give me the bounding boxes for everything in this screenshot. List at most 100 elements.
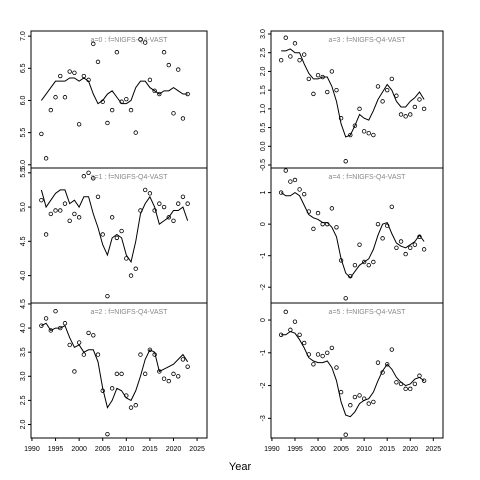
observation xyxy=(105,120,110,126)
observation xyxy=(157,91,162,97)
observation xyxy=(171,218,176,223)
y-tick-label: 1.0 xyxy=(260,104,267,114)
observation xyxy=(67,69,72,74)
observation xyxy=(43,156,49,161)
observation xyxy=(114,235,120,241)
y-tick-label: 2.0 xyxy=(20,420,27,430)
observation xyxy=(334,87,339,93)
observation xyxy=(408,112,413,117)
observation xyxy=(76,215,82,220)
observation xyxy=(142,187,148,193)
observation xyxy=(161,204,167,210)
observation xyxy=(288,54,293,59)
observation xyxy=(338,116,344,121)
fit-line xyxy=(41,322,189,409)
observation xyxy=(366,130,371,136)
observation xyxy=(185,201,190,206)
x-tick-label: 1990 xyxy=(264,446,280,453)
y-tick-label: 2.5 xyxy=(260,48,267,58)
observation xyxy=(114,371,120,377)
observation xyxy=(48,107,54,113)
observation xyxy=(297,57,302,63)
observation xyxy=(53,95,58,100)
observation xyxy=(361,259,367,265)
y-tick-label: 2.0 xyxy=(260,66,267,76)
observation xyxy=(176,374,181,379)
observation xyxy=(67,218,72,223)
fit-line xyxy=(40,189,189,264)
observation xyxy=(72,369,77,374)
observation xyxy=(315,352,321,357)
observation xyxy=(375,84,381,89)
observation xyxy=(421,106,427,112)
observation xyxy=(95,194,101,199)
observation xyxy=(166,62,171,68)
observation xyxy=(180,194,186,199)
y-tick-label: 0 xyxy=(260,222,267,226)
panel: a=5 : f=NIGFS-Q4-VAST -3 -2 -1 0 1990 1995 2000… xyxy=(260,302,444,453)
observation xyxy=(283,168,288,173)
observation xyxy=(53,208,58,213)
observation xyxy=(91,333,96,338)
y-tick-label: 2.5 xyxy=(20,395,27,405)
observation xyxy=(91,176,96,181)
observation xyxy=(147,191,153,196)
observation xyxy=(389,347,395,352)
observation xyxy=(171,111,176,116)
observation xyxy=(128,405,134,410)
y-tick-label: 0.5 xyxy=(260,123,267,133)
observation xyxy=(394,380,399,385)
fit-line xyxy=(281,48,425,138)
observation xyxy=(114,50,120,55)
observation xyxy=(109,215,115,220)
y-tick-label: 4.5 xyxy=(20,236,27,246)
observation xyxy=(302,191,307,197)
observation xyxy=(357,393,362,398)
observation xyxy=(86,330,91,336)
observation xyxy=(320,353,325,359)
observation xyxy=(380,236,385,241)
observation xyxy=(315,72,321,78)
panel-title: a=4 : f=NIGFS-Q4-VAST xyxy=(329,174,407,181)
observation xyxy=(412,242,418,247)
y-tick-label: 1.5 xyxy=(260,85,267,95)
observation xyxy=(81,73,87,79)
observation xyxy=(352,394,358,400)
panel-title: a=5 : f=NIGFS-Q4-VAST xyxy=(329,309,407,316)
observation xyxy=(366,401,371,406)
y-tick-label: -1 xyxy=(260,350,267,356)
observation xyxy=(334,365,339,370)
observation xyxy=(343,159,348,164)
observation xyxy=(366,262,371,268)
observation xyxy=(109,386,115,391)
x-tick-label: 2010 xyxy=(119,446,135,453)
observation xyxy=(375,360,381,365)
observation xyxy=(62,95,68,100)
panel-title: a=3 : f=NIGFS-Q4-VAST xyxy=(329,37,407,44)
observation xyxy=(48,328,54,333)
y-tick-label: 5.0 xyxy=(20,202,27,212)
observation xyxy=(95,59,101,65)
panel: a=0 : f=NIGFS-Q4-VAST 5.0 5.5 6.0 6.5 7.0 xyxy=(20,30,208,170)
observation xyxy=(100,232,105,237)
observation xyxy=(53,308,58,314)
observation xyxy=(403,386,408,392)
observation xyxy=(380,99,385,104)
panel-title: a=0 : f=NIGFS-Q4-VAST xyxy=(91,37,169,44)
observation xyxy=(67,342,72,348)
observation xyxy=(412,381,418,387)
observation xyxy=(180,357,186,362)
observation xyxy=(124,96,129,102)
y-tick-label: 5.5 xyxy=(20,128,27,138)
y-tick-label: -2 xyxy=(260,284,267,290)
observation xyxy=(389,76,395,82)
x-tick-label: 2020 xyxy=(166,446,182,453)
observation xyxy=(81,352,87,357)
observation xyxy=(398,239,404,244)
observation xyxy=(62,321,68,326)
panel: a=3 : f=NIGFS-Q4-VAST -0.5 0.0 0.5 1.0 1.5 2.0… xyxy=(260,29,444,171)
y-tick-label: 5.0 xyxy=(20,160,27,170)
observation xyxy=(288,179,293,184)
panel: a=4 : f=NIGFS-Q4-VAST -2 -1 0 1 xyxy=(260,167,444,304)
observation xyxy=(357,242,362,247)
